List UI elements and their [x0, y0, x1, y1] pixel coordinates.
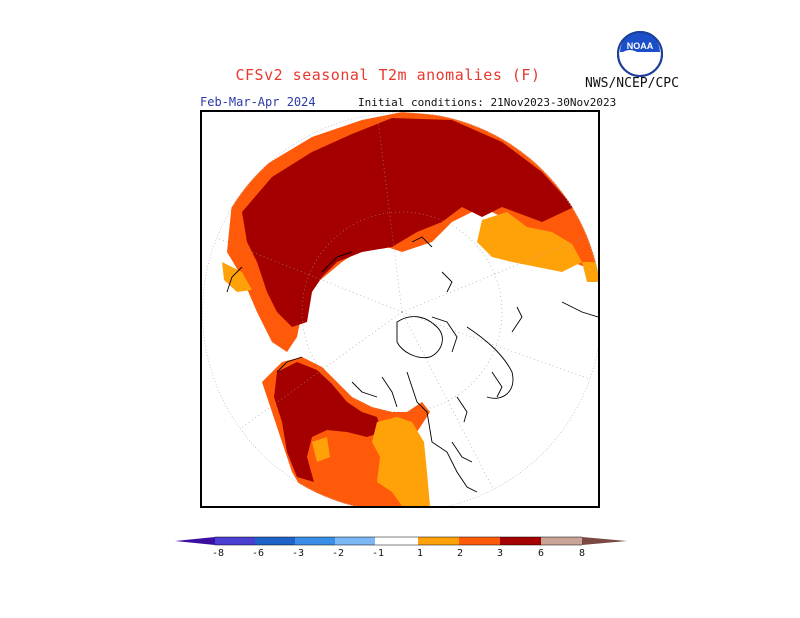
colorbar-label: -1	[371, 548, 385, 559]
colorbar-label: -2	[331, 548, 345, 559]
colorbar-bin	[295, 537, 335, 545]
graticule	[202, 112, 598, 506]
colorbar-bin	[335, 537, 375, 545]
anomaly-mild-russia-east	[582, 262, 598, 282]
colorbar-bin	[418, 537, 459, 545]
anomaly-mild-russia	[477, 212, 582, 272]
colorbar-bin	[459, 537, 500, 545]
polar-map	[202, 112, 598, 506]
colorbar-label: 2	[456, 548, 464, 559]
colorbar-label: 6	[537, 548, 545, 559]
coastlines	[226, 236, 598, 493]
agency-label: NWS/NCEP/CPC	[585, 76, 679, 91]
anomaly-strong-europe	[242, 118, 574, 327]
colorbar-below-min	[175, 537, 215, 545]
anomaly-mild-north-america	[372, 417, 430, 506]
colorbar-bin	[255, 537, 295, 545]
noaa-logo-icon: NOAA	[617, 31, 663, 77]
colorbar-bin	[500, 537, 541, 545]
colorbar-above-max	[582, 537, 627, 545]
colorbar	[175, 536, 627, 546]
anomaly-strong-north-america	[274, 362, 382, 482]
colorbar-label: 8	[578, 548, 586, 559]
map-frame	[200, 110, 600, 508]
colorbar-label: -6	[251, 548, 265, 559]
logo-text: NOAA	[627, 41, 654, 51]
anomaly-mild-alaska	[312, 437, 330, 462]
colorbar-bin	[375, 537, 418, 545]
initial-conditions: Initial conditions: 21Nov2023-30Nov2023	[358, 96, 617, 109]
colorbar-bin	[215, 537, 255, 545]
colorbar-label: 3	[496, 548, 504, 559]
colorbar-label: -3	[291, 548, 305, 559]
forecast-period: Feb-Mar-Apr 2024	[200, 95, 316, 109]
map-boundary	[202, 112, 598, 506]
colorbar-label: -8	[211, 548, 225, 559]
colorbar-label: 1	[416, 548, 424, 559]
colorbar-bin	[541, 537, 582, 545]
chart-title: CFSv2 seasonal T2m anomalies (F)	[235, 66, 541, 84]
